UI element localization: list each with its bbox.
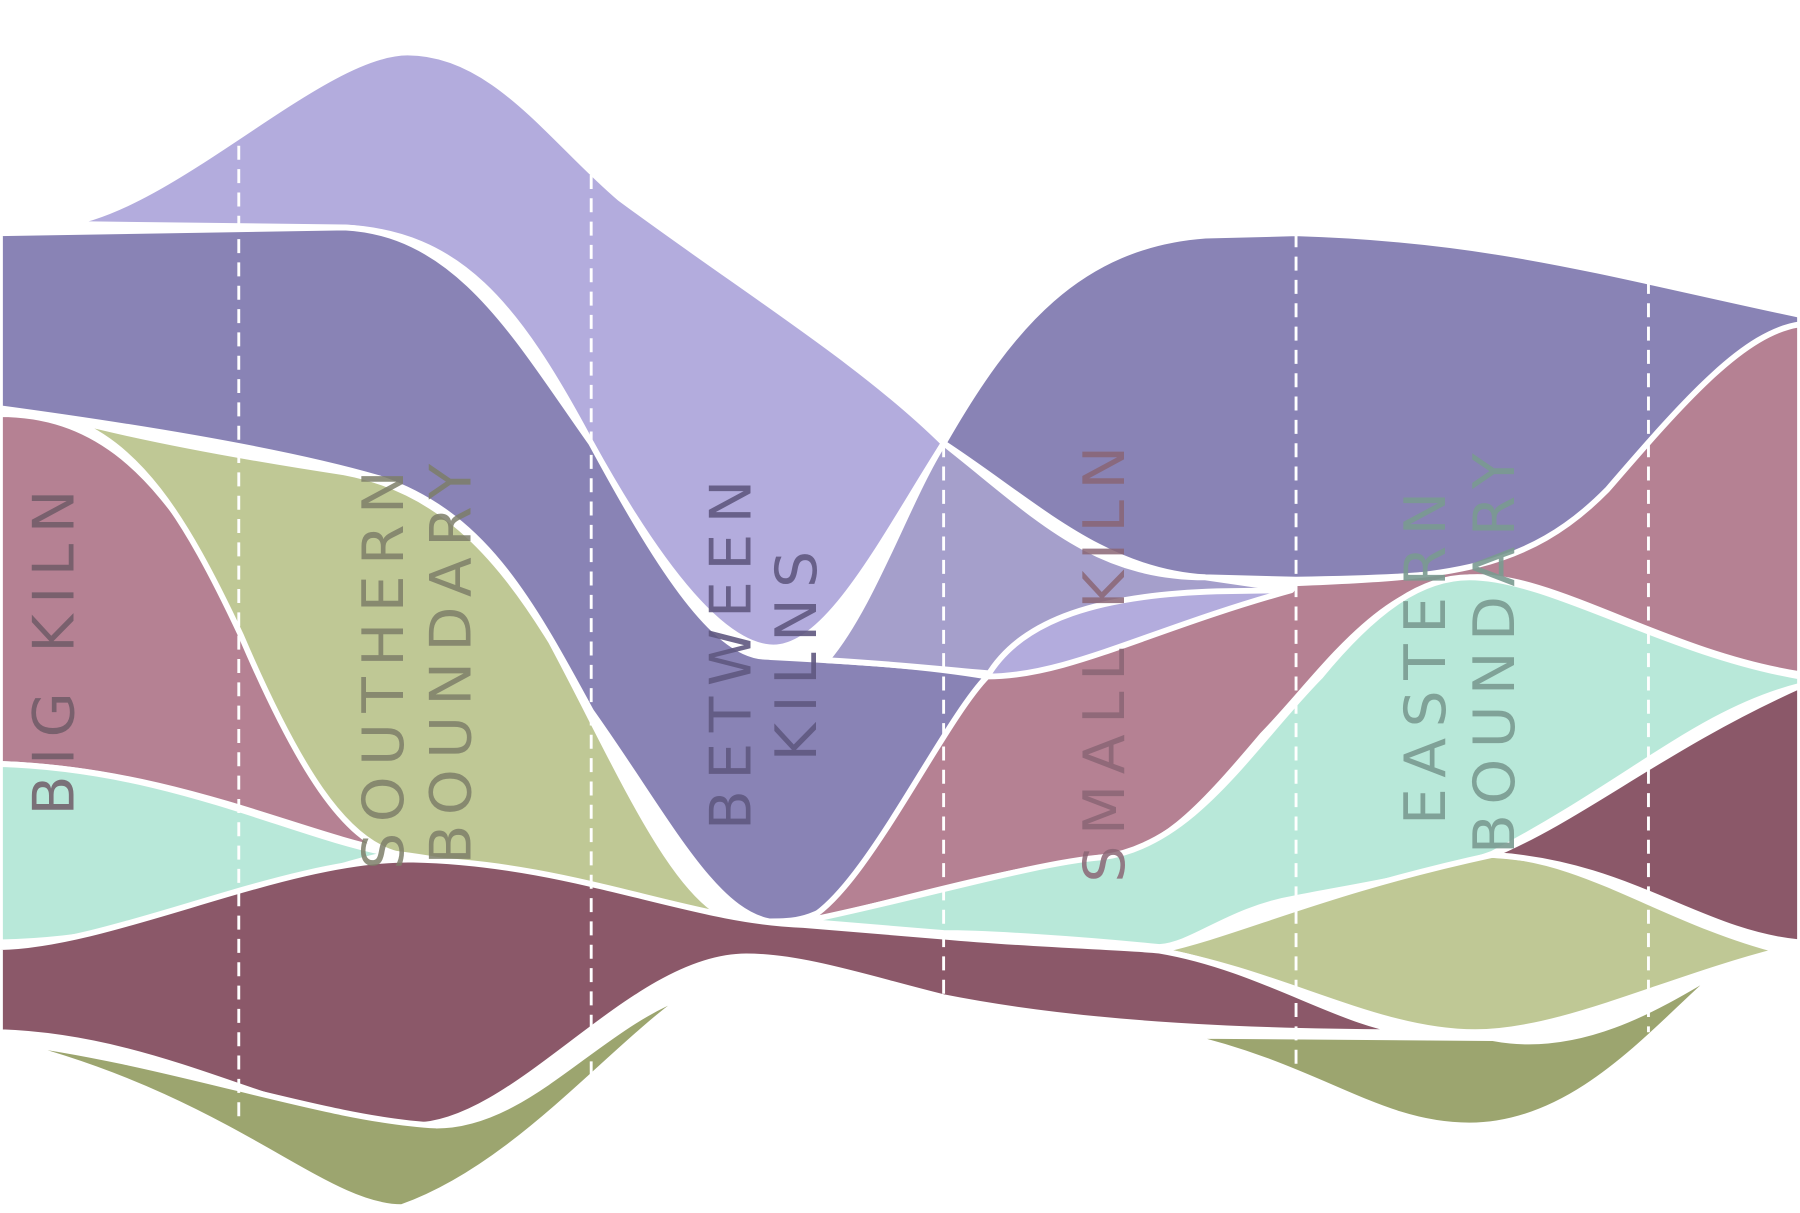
stream: [1179, 962, 1731, 1129]
stream: [800, 574, 1800, 950]
area-label: KILNS: [763, 540, 830, 761]
stream: [0, 856, 1415, 1129]
area-label: BIG KILN: [20, 479, 87, 815]
area-label: SMALL KILN: [1070, 435, 1137, 882]
area-label: BOUNDARY: [1460, 443, 1527, 854]
area-label: EASTERN: [1392, 481, 1459, 825]
area-label: BOUNDARY: [417, 453, 484, 864]
streams: [0, 49, 1800, 1211]
area-label: BETWEEN: [697, 469, 764, 830]
dividers: [237, 145, 1650, 1120]
labels: BIG KILN SOUTHERN BOUNDARY BETWEEN KILNS…: [20, 435, 1528, 882]
stream: [1489, 682, 1800, 946]
stream: [0, 990, 692, 1211]
area-label: SOUTHERN: [349, 460, 416, 870]
stream: [1156, 852, 1783, 1036]
